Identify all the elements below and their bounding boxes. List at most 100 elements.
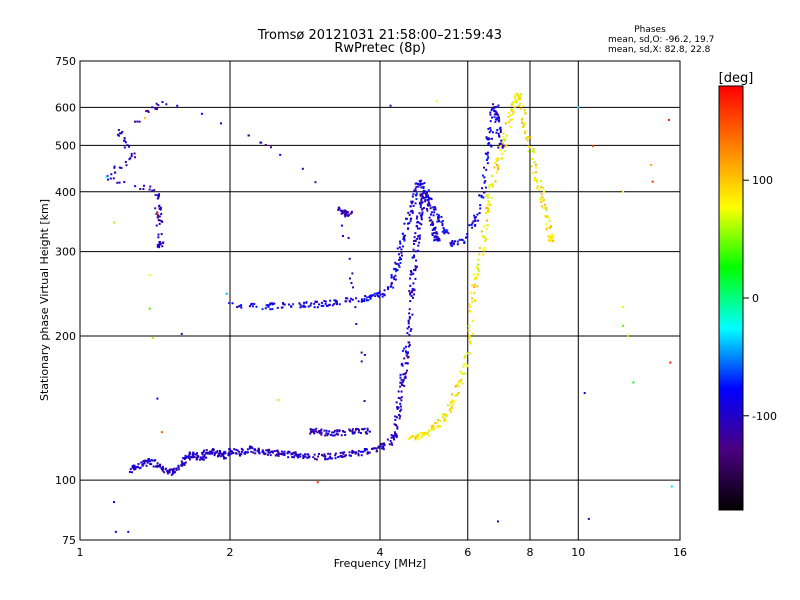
echo-point [404,375,407,378]
echo-point [488,210,491,213]
echo-point [407,351,410,354]
echo-point [147,458,150,461]
echo-point [429,223,432,226]
echo-point [394,274,397,277]
echo-point [339,209,342,212]
echo-point [450,405,453,408]
echo-point [518,94,521,97]
echo-point [410,202,413,205]
echo-point [306,456,309,459]
echo-point [420,436,423,439]
echo-point [380,443,383,446]
echo-point [483,247,486,250]
echo-point [305,301,308,304]
echo-point [408,315,411,318]
echo-point [145,464,148,467]
echo-point [403,347,406,350]
echo-point [536,185,539,188]
echo-point [267,305,270,308]
echo-point [398,246,401,249]
echo-point [319,429,322,432]
echo-point [520,93,523,96]
echo-point [269,146,272,149]
echo-point [394,278,397,281]
echo-point [500,152,503,155]
echo-point [161,242,164,245]
echo-point [386,438,389,441]
echo-point [542,186,545,189]
echo-point [121,130,124,133]
echo-point [382,448,385,451]
echo-point [151,337,154,340]
echo-point [464,372,467,375]
echo-point [365,296,368,299]
echo-point [342,452,345,455]
echo-point [196,454,199,457]
echo-point [156,464,159,467]
echo-point [428,219,431,222]
echo-point [451,244,454,247]
echo-point [410,273,413,276]
echo-point [240,450,243,453]
echo-point [390,283,393,286]
echo-point [188,458,191,461]
echo-point [247,134,250,137]
echo-point [435,235,438,238]
echo-point [577,106,580,109]
echo-point [423,431,426,434]
echo-point [177,465,180,468]
echo-point [271,450,274,453]
echo-point [250,303,253,306]
echo-point [432,208,435,211]
echo-point [426,431,429,434]
echo-point [428,202,431,205]
echo-point [117,134,120,137]
echo-point [486,196,489,199]
echo-point [260,141,263,144]
echo-point [382,293,385,296]
echo-point [538,189,541,192]
echo-point [429,204,432,207]
echo-point [411,313,414,316]
echo-point [493,116,496,119]
echo-point [323,429,326,432]
echo-point [396,406,399,409]
echo-point [141,464,144,467]
echo-point [547,239,550,242]
echo-point [322,304,325,307]
echo-point [411,211,414,214]
echo-point [142,187,145,190]
echo-point [271,302,274,305]
echo-point [401,349,404,352]
echo-point [138,120,141,123]
echo-point [363,353,366,356]
echo-point [494,120,497,123]
echo-point [287,456,290,459]
echo-point [160,233,163,236]
echo-point [547,217,550,220]
echo-point [417,185,420,188]
echo-point [218,449,221,452]
echo-point [451,239,454,242]
echo-point [375,292,378,295]
echo-point [187,455,190,458]
echo-point [394,415,397,418]
echo-point [339,451,342,454]
echo-point [208,450,211,453]
echo-point [220,452,223,455]
echo-point [313,432,316,435]
echo-point [467,329,470,332]
echo-point [495,163,498,166]
echo-point [484,180,487,183]
echo-point [543,203,546,206]
echo-point [328,430,331,433]
echo-point [302,457,305,460]
echo-point [327,432,330,435]
y-tick-label: 75 [62,534,76,547]
echo-point [261,450,264,453]
echo-point [236,306,239,309]
echo-point [341,451,344,454]
echo-point [413,254,416,257]
echo-point [264,452,267,455]
echo-point [414,190,417,193]
